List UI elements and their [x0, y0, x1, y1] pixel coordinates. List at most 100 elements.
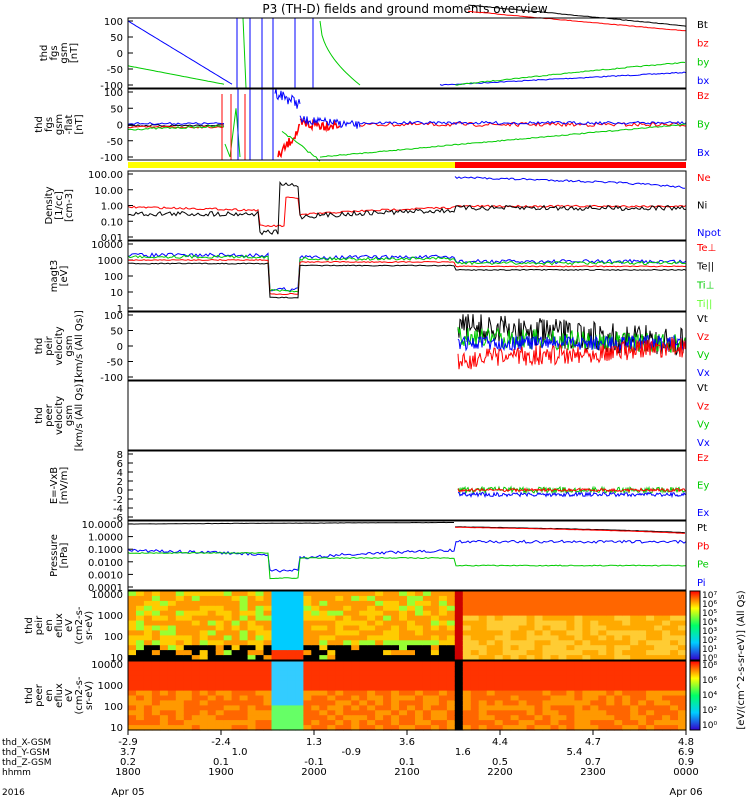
spectro-cell — [367, 705, 376, 711]
spectro-cell — [454, 715, 464, 721]
series-bx — [274, 88, 301, 109]
ylabel-line: thd — [39, 45, 50, 62]
spectro-cell — [534, 720, 544, 726]
spectro-cell — [550, 625, 560, 631]
spectro-cell — [550, 710, 560, 716]
legend-Te||: Te|| — [696, 262, 714, 273]
spectro-cell — [614, 685, 623, 692]
ytick-label: 100 — [104, 88, 123, 99]
spectro-cell — [239, 695, 249, 701]
spectro-cell — [662, 640, 671, 646]
spectro-cell — [518, 665, 528, 672]
spectro-cell — [151, 680, 161, 687]
axis-value: 1.6 — [455, 747, 471, 758]
spectro-cell — [622, 625, 631, 631]
spectro-cell — [407, 591, 416, 597]
spectro-cell — [407, 705, 416, 711]
spectro-cell — [478, 620, 488, 627]
spectro-cell — [438, 650, 448, 656]
spectro-cell — [255, 690, 265, 697]
spectro-cell — [462, 591, 472, 597]
spectro-cell — [558, 600, 568, 607]
spectro-cell — [542, 685, 552, 692]
spectro-cell — [167, 645, 177, 651]
spectro-cell — [271, 680, 281, 687]
legend-Ti⊥: Ti⊥ — [696, 280, 714, 291]
spectro-cell — [430, 605, 440, 612]
spectro-cell — [207, 725, 217, 731]
panel-peir_spec: thd peir en eflux eV (cm2-s-sr-eV)10000100010… — [24, 590, 687, 664]
ytick-label: 10 — [110, 723, 123, 734]
spectro-cell — [566, 670, 575, 677]
legend-Ne: Ne — [697, 173, 711, 184]
colorbar-tick: 10⁴ — [702, 618, 717, 628]
spectro-cell — [375, 705, 384, 711]
spectro-cell — [622, 705, 631, 711]
spectro-cell — [343, 661, 352, 667]
spectro-cell — [383, 680, 392, 687]
spectro-cell — [502, 650, 512, 656]
spectro-cell — [175, 680, 185, 687]
spectro-cell — [422, 685, 432, 692]
series-ti-perp — [127, 252, 687, 292]
spectro-cell — [454, 630, 464, 636]
spectro-cell — [128, 680, 137, 687]
spectro-cell — [239, 600, 249, 607]
spectro-cell — [510, 610, 520, 617]
spectro-cell — [295, 625, 304, 631]
spectro-cell — [478, 615, 488, 622]
spectro-cell — [191, 685, 201, 692]
spectro-cell — [502, 661, 512, 667]
spectro-cell — [526, 685, 536, 692]
spectro-cell — [287, 670, 296, 677]
spectro-cell — [207, 625, 217, 631]
spectro-cell — [351, 715, 360, 721]
spectro-cell — [215, 610, 225, 617]
legend-Vz: Vz — [697, 332, 709, 343]
spectro-cell — [558, 661, 568, 667]
ytick-label: 1.00 — [101, 202, 123, 213]
ytick-label: -100 — [100, 81, 123, 92]
spectro-cell — [550, 595, 560, 602]
spectro-cell — [582, 620, 591, 627]
spectro-cell — [159, 625, 169, 631]
spectro-cell — [351, 635, 360, 641]
spectro-cell — [327, 665, 336, 672]
spectro-cell — [279, 680, 289, 687]
ylabel-line: fgs — [49, 45, 60, 60]
spectro-cell — [215, 605, 225, 612]
ytick-label: 1000 — [98, 611, 123, 622]
spectro-cell — [247, 710, 257, 716]
spectro-cell — [303, 720, 312, 726]
ylabel-line: [km/s (All Qs)] — [74, 380, 85, 452]
spectro-cell — [159, 591, 169, 597]
axis-value: 6.9 — [678, 747, 694, 758]
spectro-cell — [574, 700, 583, 706]
spectro-cell — [215, 685, 225, 692]
spectro-cell — [279, 650, 289, 656]
spectro-cell — [391, 661, 400, 667]
spectro-cell — [247, 695, 257, 701]
spectro-cell — [622, 615, 631, 622]
spectro-cell — [359, 710, 368, 716]
legend-Bz: Bz — [697, 91, 709, 102]
spectro-cell — [255, 591, 265, 597]
spectro-cell — [223, 705, 233, 711]
ytick-label: -50 — [107, 65, 123, 76]
spectro-cell — [646, 635, 655, 641]
spectro-cell — [279, 615, 289, 622]
spectro-cell — [606, 725, 615, 731]
spectro-cell — [502, 630, 512, 636]
spectro-cell — [271, 655, 281, 661]
spectro-cell — [223, 700, 233, 706]
spectro-cell — [199, 600, 209, 607]
spectro-cell — [231, 595, 241, 602]
spectro-cell — [558, 710, 568, 716]
spectro-cell — [375, 595, 384, 602]
spectro-cell — [494, 620, 504, 627]
spectro-cell — [646, 685, 655, 692]
spectro-cell — [454, 705, 464, 711]
ytick-label: 50 — [110, 33, 123, 44]
spectro-cell — [590, 600, 599, 607]
ylabel-line: peer — [34, 683, 45, 707]
